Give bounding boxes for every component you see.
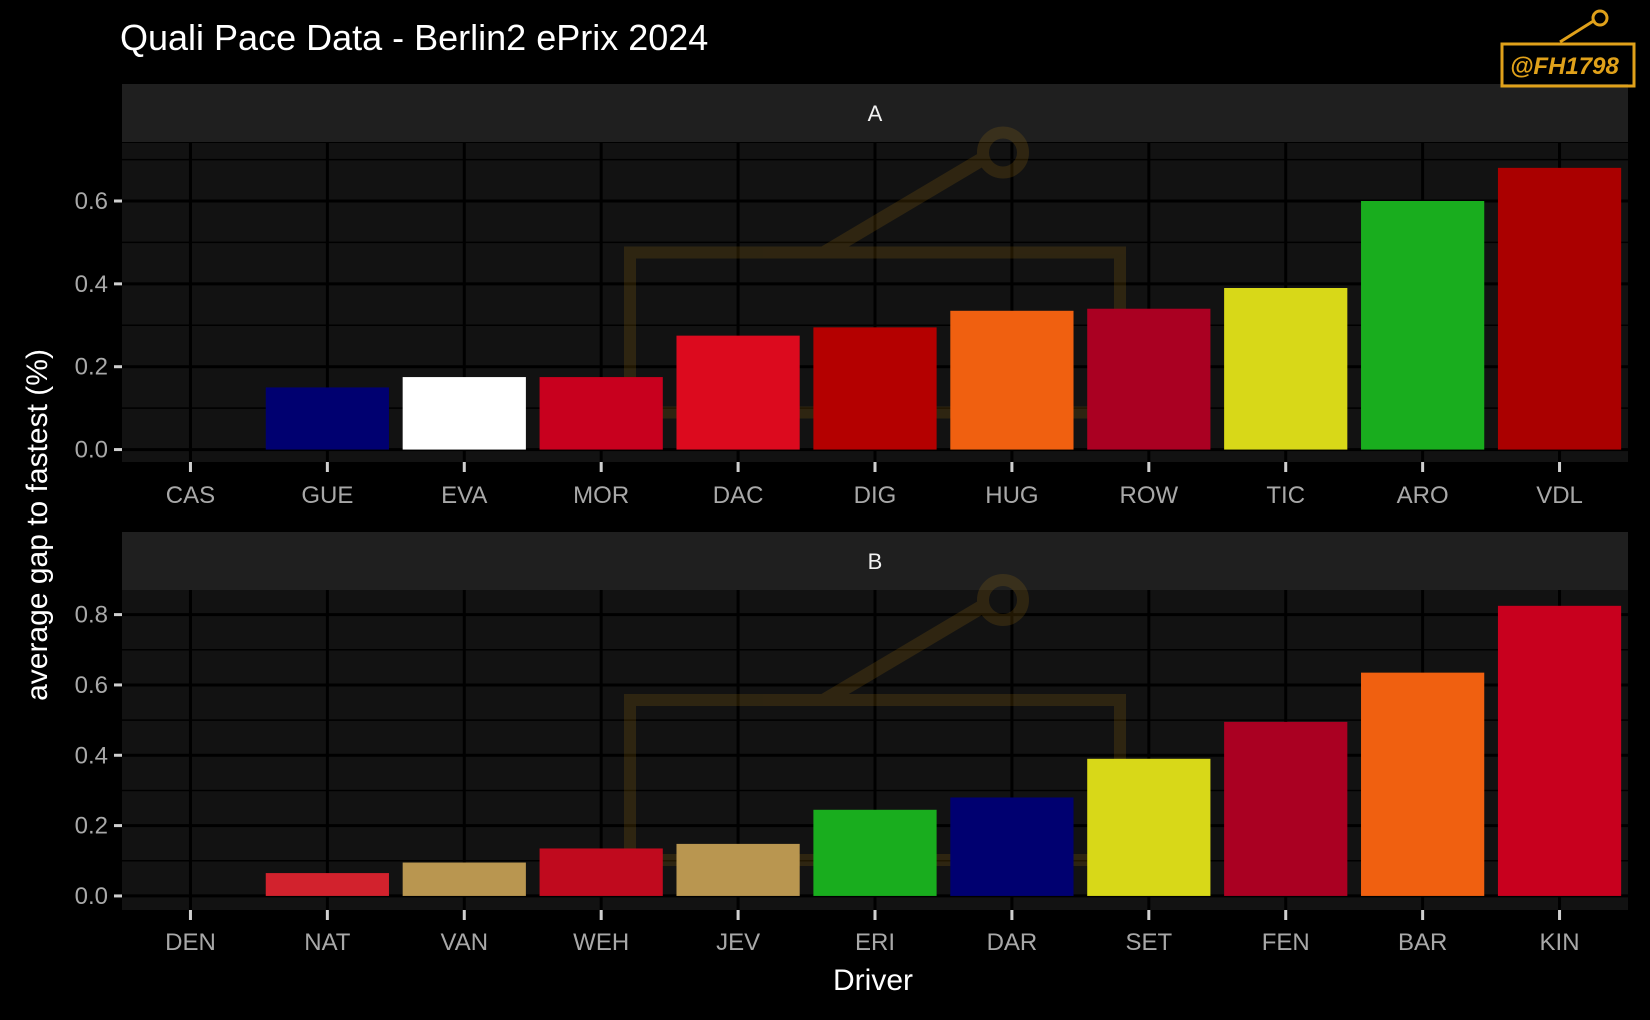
x-tick-label: VAN xyxy=(440,929,488,956)
y-tick-label: 0.2 xyxy=(75,354,108,381)
x-tick-label: TIC xyxy=(1266,482,1305,509)
bar-NAT xyxy=(265,873,389,896)
x-tick-label: ARO xyxy=(1397,482,1449,509)
bar-HUG xyxy=(950,310,1074,450)
facet-panels: A 0.0 0.2 0.4 0.6 CAS GUE EVA MOR DAC DIG HUG ROW TIC… xyxy=(75,84,1628,956)
x-tick-label: VDL xyxy=(1536,482,1583,509)
facet-strip xyxy=(122,532,1628,590)
x-tick-label: DAC xyxy=(713,482,764,509)
bar-WEH xyxy=(539,848,663,896)
watermark-key-icon xyxy=(821,151,989,259)
y-tick-label: 0.6 xyxy=(75,672,108,699)
facet-strip xyxy=(122,84,1628,142)
x-tick-label: DIG xyxy=(854,482,897,509)
x-tick-label: ROW xyxy=(1119,482,1178,509)
watermark-key-head-icon xyxy=(977,126,1029,179)
bar-ERI xyxy=(813,809,937,896)
facet-strip-label: B xyxy=(868,549,883,574)
logo: @FH1798 xyxy=(1500,9,1636,88)
watermark-key-icon xyxy=(821,598,989,707)
y-tick-label: 0.8 xyxy=(75,602,108,629)
bar-DAC xyxy=(676,335,800,450)
y-axis-title: average gap to fastest (%) xyxy=(21,349,54,701)
x-tick-label: HUG xyxy=(985,482,1038,509)
logo-text: @FH1798 xyxy=(1510,53,1619,80)
logo-key-icon xyxy=(1559,18,1596,44)
x-tick-label: NAT xyxy=(304,929,351,956)
bar-GUE xyxy=(265,387,389,450)
x-axis-title: Driver xyxy=(833,964,913,997)
bar-VAN xyxy=(402,862,526,896)
y-tick-label: 0.4 xyxy=(75,742,108,769)
x-tick-label: ERI xyxy=(855,929,895,956)
panel-B: B 0.0 0.2 0.4 0.6 0.8 DEN NAT VAN WEH JEV ERI DAR SET… xyxy=(75,532,1628,956)
y-tick-label: 0.0 xyxy=(75,883,108,910)
bar-SET xyxy=(1087,758,1211,896)
bar-DIG xyxy=(813,327,937,450)
x-tick-label: BAR xyxy=(1398,929,1447,956)
bar-DAR xyxy=(950,797,1074,896)
watermark-key-head-icon xyxy=(977,574,1029,626)
panel-A: A 0.0 0.2 0.4 0.6 CAS GUE EVA MOR DAC DIG HUG ROW TIC… xyxy=(75,84,1628,509)
bar-KIN xyxy=(1497,605,1622,896)
facet-strip-label: A xyxy=(868,101,883,126)
bar-BAR xyxy=(1361,672,1485,896)
y-tick-label: 0.6 xyxy=(75,188,108,215)
x-tick-label: KIN xyxy=(1540,929,1580,956)
x-tick-label: WEH xyxy=(573,929,629,956)
x-tick-label: JEV xyxy=(716,929,760,956)
chart-title: Quali Pace Data - Berlin2 ePrix 2024 xyxy=(120,17,708,58)
x-tick-label: GUE xyxy=(301,482,353,509)
bar-EVA xyxy=(402,377,526,450)
logo-frame xyxy=(1500,42,1636,88)
bar-JEV xyxy=(676,843,800,896)
x-tick-label: MOR xyxy=(573,482,629,509)
x-tick-label: DEN xyxy=(165,929,216,956)
bar-VDL xyxy=(1497,167,1622,450)
bar-TIC xyxy=(1224,288,1348,450)
x-tick-label: SET xyxy=(1125,929,1172,956)
bar-ARO xyxy=(1361,201,1485,450)
bar-MOR xyxy=(539,377,663,450)
x-tick-label: FEN xyxy=(1262,929,1310,956)
bar-FEN xyxy=(1224,721,1348,896)
y-tick-label: 0.0 xyxy=(75,437,108,464)
x-tick-label: EVA xyxy=(441,482,487,509)
bar-ROW xyxy=(1087,308,1211,450)
x-tick-label: CAS xyxy=(166,482,215,509)
y-tick-label: 0.2 xyxy=(75,813,108,840)
logo-key-head-icon xyxy=(1591,9,1609,27)
y-tick-label: 0.4 xyxy=(75,271,108,298)
x-tick-label: DAR xyxy=(987,929,1038,956)
